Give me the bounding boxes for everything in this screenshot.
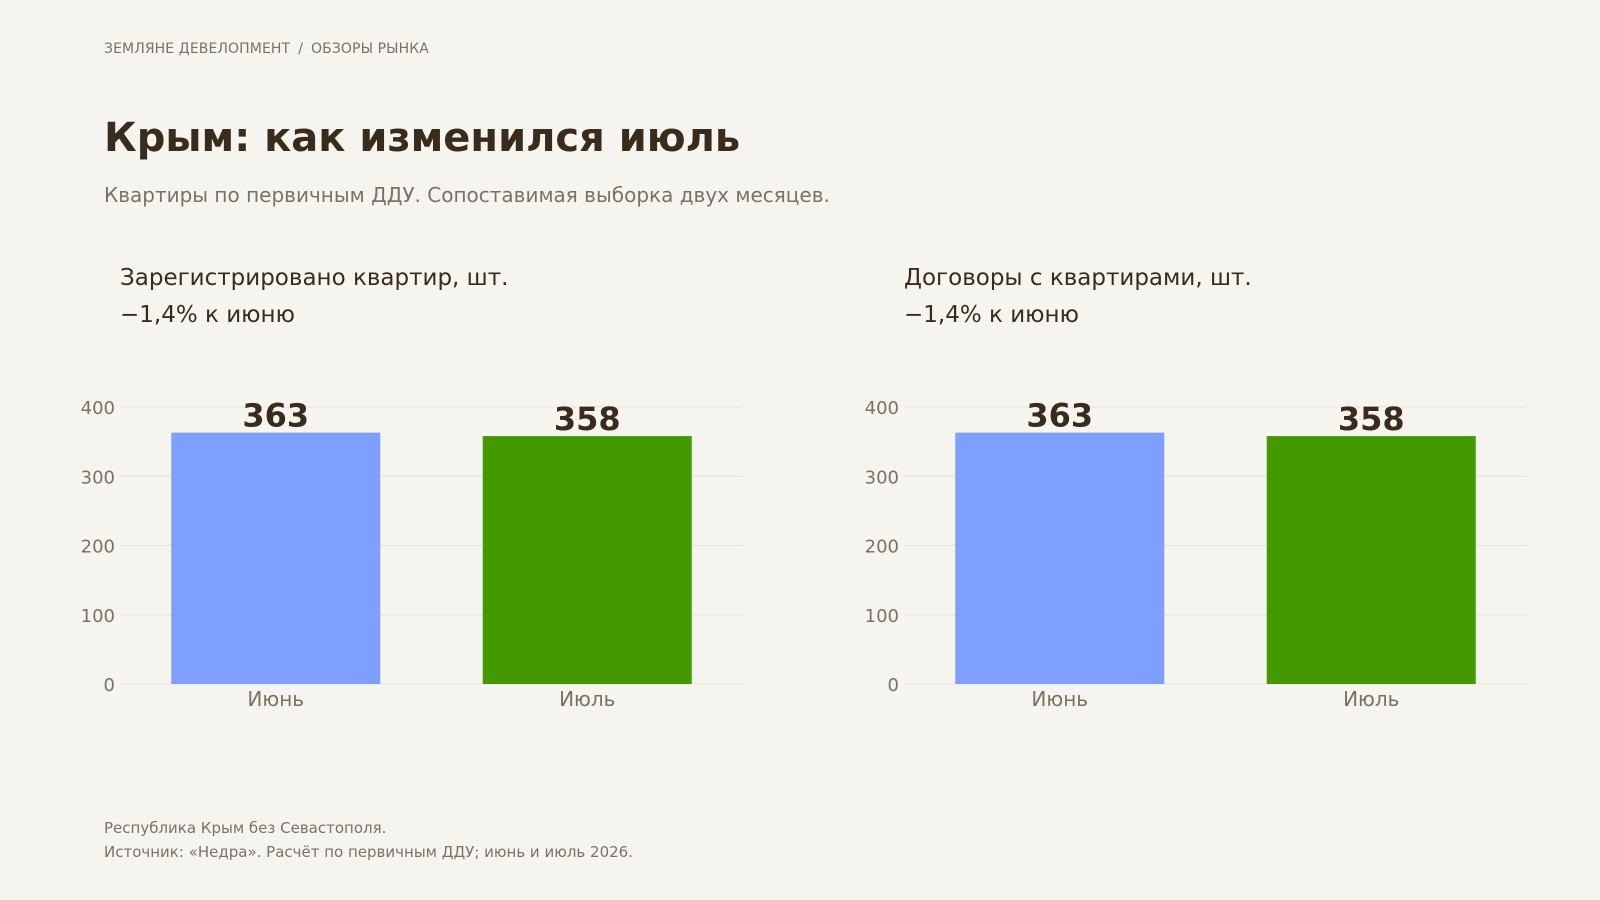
- bar: [482, 436, 692, 684]
- y-tick-label: 100: [81, 606, 115, 627]
- y-tick-label: 400: [81, 398, 115, 419]
- breadcrumb: ЗЕМЛЯНЕ ДЕВЕЛОПМЕНТ / ОБЗОРЫ РЫНКА: [104, 41, 429, 57]
- x-category-label: Июнь: [247, 687, 304, 711]
- footer-note: Республика Крым без Севастополя.: [104, 819, 387, 837]
- bar-chart-contracts: 0 100 200 300 400 363 Июнь 358 Июль: [865, 397, 1527, 711]
- chart-title: Договоры с квартирами, шт.: [904, 265, 1252, 291]
- y-tick-label: 300: [865, 467, 899, 488]
- bar-value-label: 358: [1338, 400, 1405, 438]
- bar: [171, 432, 381, 684]
- bar: [1266, 436, 1476, 684]
- page-subtitle: Квартиры по первичным ДДУ. Сопоставимая …: [104, 183, 830, 207]
- bar-value-label: 363: [1026, 397, 1093, 435]
- chart-panel-registered: Зарегистрировано квартир, шт. −1,4% к ию…: [70, 260, 743, 720]
- y-tick-label: 100: [865, 606, 899, 627]
- footer-source: Источник: «Недра». Расчёт по первичным Д…: [104, 843, 633, 861]
- y-tick-label: 200: [81, 537, 115, 558]
- chart-heading: Зарегистрировано квартир, шт. −1,4% к ию…: [120, 260, 508, 334]
- x-category-label: Июль: [559, 687, 615, 711]
- x-category-label: Июнь: [1031, 687, 1088, 711]
- y-tick-label: 400: [865, 398, 899, 419]
- chart-title: Зарегистрировано квартир, шт.: [120, 265, 509, 291]
- bar-value-label: 358: [554, 400, 621, 438]
- bar-chart-registered: 0 100 200 300 400 363 Июнь 358 Июль: [81, 397, 743, 711]
- chart-panel-contracts: Договоры с квартирами, шт. −1,4% к июню …: [854, 260, 1527, 720]
- breadcrumb-separator: /: [298, 41, 304, 57]
- y-tick-label: 0: [888, 675, 899, 696]
- page-title: Крым: как изменился июль: [104, 115, 741, 161]
- y-tick-label: 200: [865, 537, 899, 558]
- chart-change: −1,4% к июню: [904, 301, 1079, 328]
- breadcrumb-company[interactable]: ЗЕМЛЯНЕ ДЕВЕЛОПМЕНТ: [104, 41, 291, 57]
- bar: [955, 432, 1165, 684]
- bar-value-label: 363: [242, 397, 309, 435]
- chart-change: −1,4% к июню: [120, 301, 295, 328]
- y-tick-label: 0: [104, 675, 115, 696]
- x-category-label: Июль: [1343, 687, 1399, 711]
- breadcrumb-section[interactable]: ОБЗОРЫ РЫНКА: [311, 41, 429, 57]
- chart-heading: Договоры с квартирами, шт. −1,4% к июню: [904, 260, 1252, 334]
- y-tick-label: 300: [81, 467, 115, 488]
- footer-notes: Республика Крым без Севастополя. Источни…: [104, 816, 633, 864]
